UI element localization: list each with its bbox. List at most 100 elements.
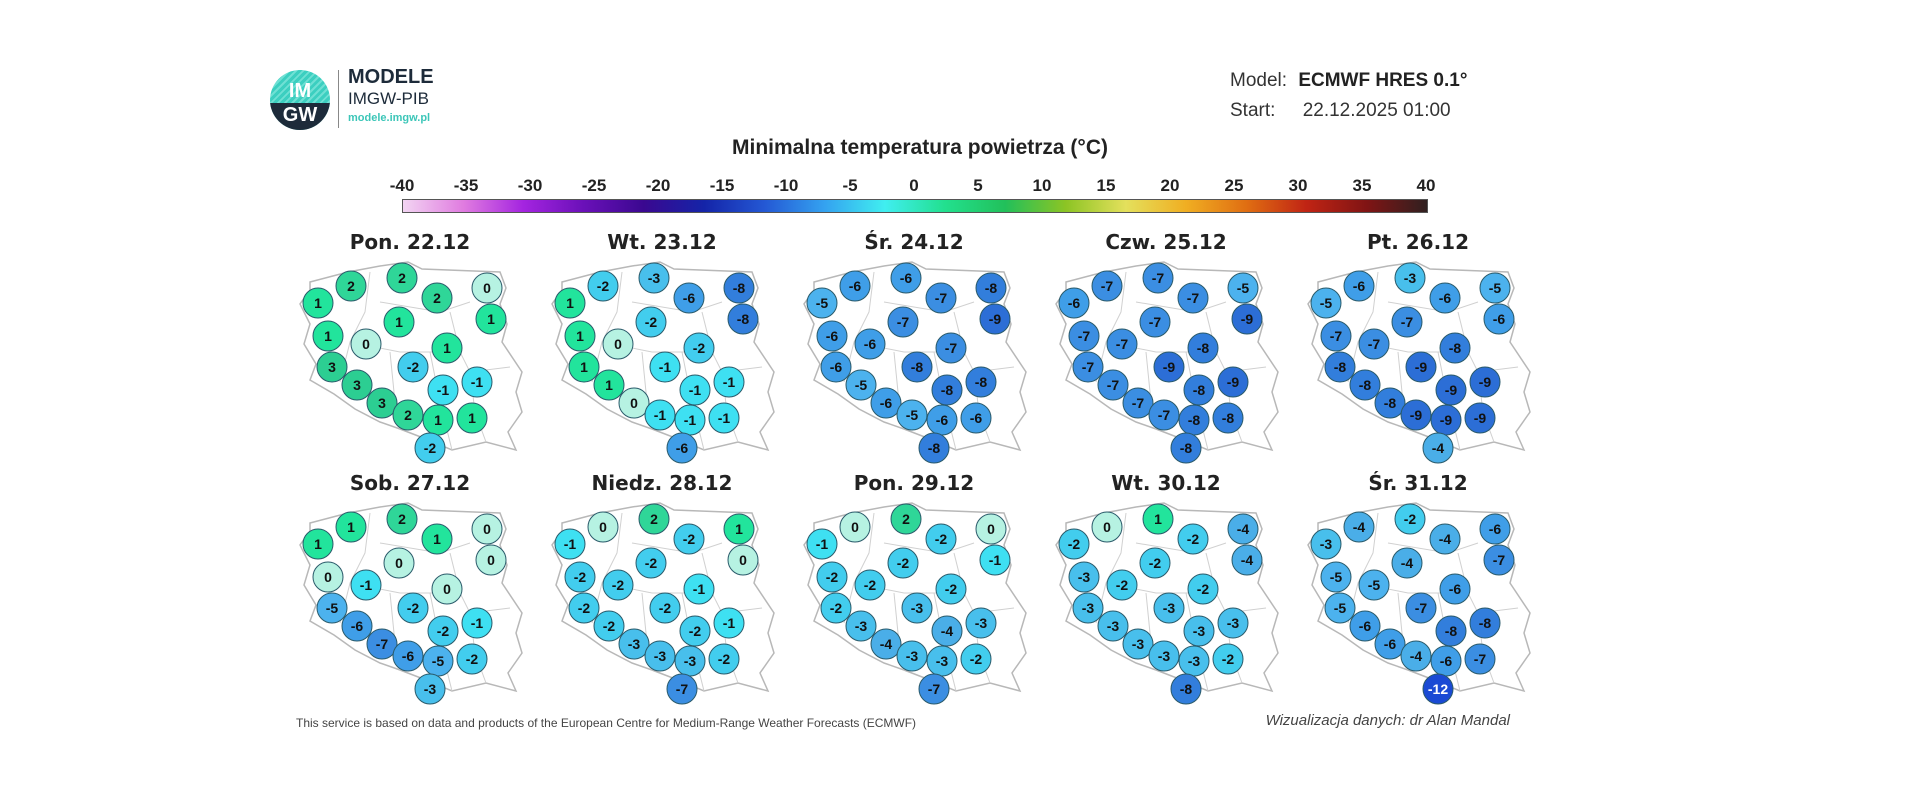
station-marker xyxy=(397,351,429,383)
station-value: 0 xyxy=(599,519,607,535)
colorbar-tick-label: 15 xyxy=(1096,176,1116,195)
station-marker xyxy=(673,282,705,314)
station-marker xyxy=(1374,628,1406,660)
station-value: 0 xyxy=(630,395,638,411)
station-marker xyxy=(713,607,745,639)
station-value: 1 xyxy=(443,340,451,356)
station-marker xyxy=(979,303,1011,335)
station-marker xyxy=(1439,332,1471,364)
station-marker xyxy=(806,528,838,560)
station-value: -6 xyxy=(1449,581,1462,597)
station-marker xyxy=(839,511,871,543)
station-value: -1 xyxy=(816,536,829,552)
station-marker xyxy=(918,673,950,705)
station-value: 1 xyxy=(395,314,403,330)
region-border xyxy=(1457,552,1519,614)
station-value: -2 xyxy=(1197,581,1210,597)
station-value: -6 xyxy=(1353,278,1366,294)
colorbar-tick-label: 5 xyxy=(973,176,983,195)
station-value: -3 xyxy=(1132,636,1145,652)
station-value: 1 xyxy=(1154,511,1162,527)
station-marker xyxy=(854,328,886,360)
station-marker xyxy=(960,402,992,434)
station-value: -8 xyxy=(1359,377,1372,393)
station-marker xyxy=(1153,592,1185,624)
station-value: 0 xyxy=(324,569,332,585)
day-title: Niedz. 28.12 xyxy=(591,471,733,495)
colorbar xyxy=(402,199,1428,213)
station-marker xyxy=(341,610,373,642)
station-marker xyxy=(593,369,625,401)
station-value: 1 xyxy=(347,519,355,535)
colorbar-tick-label: 40 xyxy=(1416,176,1436,195)
station-value: -4 xyxy=(1241,552,1254,568)
station-value: -8 xyxy=(1445,623,1458,639)
station-marker xyxy=(1106,328,1138,360)
station-marker xyxy=(1405,592,1437,624)
brand-subtitle: IMGW-PIB xyxy=(348,89,429,108)
station-value: -8 xyxy=(1384,395,1397,411)
day-map: 1 1 2 1 0 0 0 0 -1 0 -2 -5 -2 -1 -6 -7 -6 -5 -2 -3 xyxy=(299,502,523,705)
station-marker xyxy=(965,607,997,639)
station-marker xyxy=(350,569,382,601)
region-border xyxy=(1457,311,1519,373)
station-value: -9 xyxy=(1415,359,1428,375)
day-map: -5 -6 -6 -7 -8 -9 -7 -6 -6 -7 -8 -6 -8 -8 -5 -6 -5 -6 -6 -8 xyxy=(803,261,1027,464)
station-marker xyxy=(1097,610,1129,642)
station-marker xyxy=(1400,640,1432,672)
station-value: -8 xyxy=(737,311,750,327)
station-value: -6 xyxy=(826,328,839,344)
station-marker xyxy=(1349,610,1381,642)
station-marker xyxy=(1058,528,1090,560)
day-map: 1 2 2 2 0 1 1 1 0 1 -2 3 -1 -1 3 3 2 1 1 -2 xyxy=(299,261,523,464)
station-value: -1 xyxy=(693,581,706,597)
station-value: -8 xyxy=(1479,615,1492,631)
station-value: -2 xyxy=(826,569,839,585)
day-title: Pon. 29.12 xyxy=(853,471,975,495)
station-marker xyxy=(644,640,676,672)
station-value: -7 xyxy=(1187,290,1200,306)
station-value: -6 xyxy=(900,270,913,286)
station-value: -2 xyxy=(574,569,587,585)
station-marker xyxy=(1343,511,1375,543)
imgw-logo: IM GW xyxy=(270,70,330,130)
station-marker xyxy=(1142,262,1174,294)
station-value: -3 xyxy=(1107,618,1120,634)
station-value: -2 xyxy=(935,531,948,547)
colorbar-tick-label: -40 xyxy=(389,176,415,195)
station-value: -6 xyxy=(936,412,949,428)
station-marker xyxy=(1227,513,1259,545)
station-marker xyxy=(593,610,625,642)
station-marker xyxy=(1479,513,1511,545)
station-marker xyxy=(475,544,507,576)
station-marker xyxy=(475,303,507,335)
station-value: -8 xyxy=(1188,412,1201,428)
station-value: -1 xyxy=(723,615,736,631)
station-value: -2 xyxy=(945,581,958,597)
model-info: Model: ECMWF HRES 0.1° xyxy=(1230,70,1467,92)
colorbar-tick-label: -10 xyxy=(773,176,799,195)
station-value: -6 xyxy=(830,359,843,375)
station-marker xyxy=(1106,569,1138,601)
station-value: 1 xyxy=(605,377,613,393)
station-value: -6 xyxy=(1493,311,1506,327)
station-marker xyxy=(935,332,967,364)
station-value: -4 xyxy=(880,636,893,652)
station-value: -2 xyxy=(864,577,877,593)
start-label: Start: xyxy=(1230,100,1276,121)
station-value: 3 xyxy=(353,377,361,393)
station-marker xyxy=(1429,282,1461,314)
station-value: -7 xyxy=(928,681,941,697)
station-value: -1 xyxy=(989,552,1002,568)
station-value: -5 xyxy=(1368,577,1381,593)
region-border xyxy=(953,552,1015,614)
station-marker xyxy=(1142,503,1174,535)
station-marker xyxy=(1217,607,1249,639)
station-value: -2 xyxy=(1222,651,1235,667)
station-value: -2 xyxy=(830,600,843,616)
station-marker xyxy=(1170,432,1202,464)
station-marker xyxy=(727,303,759,335)
station-value: -3 xyxy=(1188,653,1201,669)
station-marker xyxy=(587,270,619,302)
station-marker xyxy=(1469,366,1501,398)
